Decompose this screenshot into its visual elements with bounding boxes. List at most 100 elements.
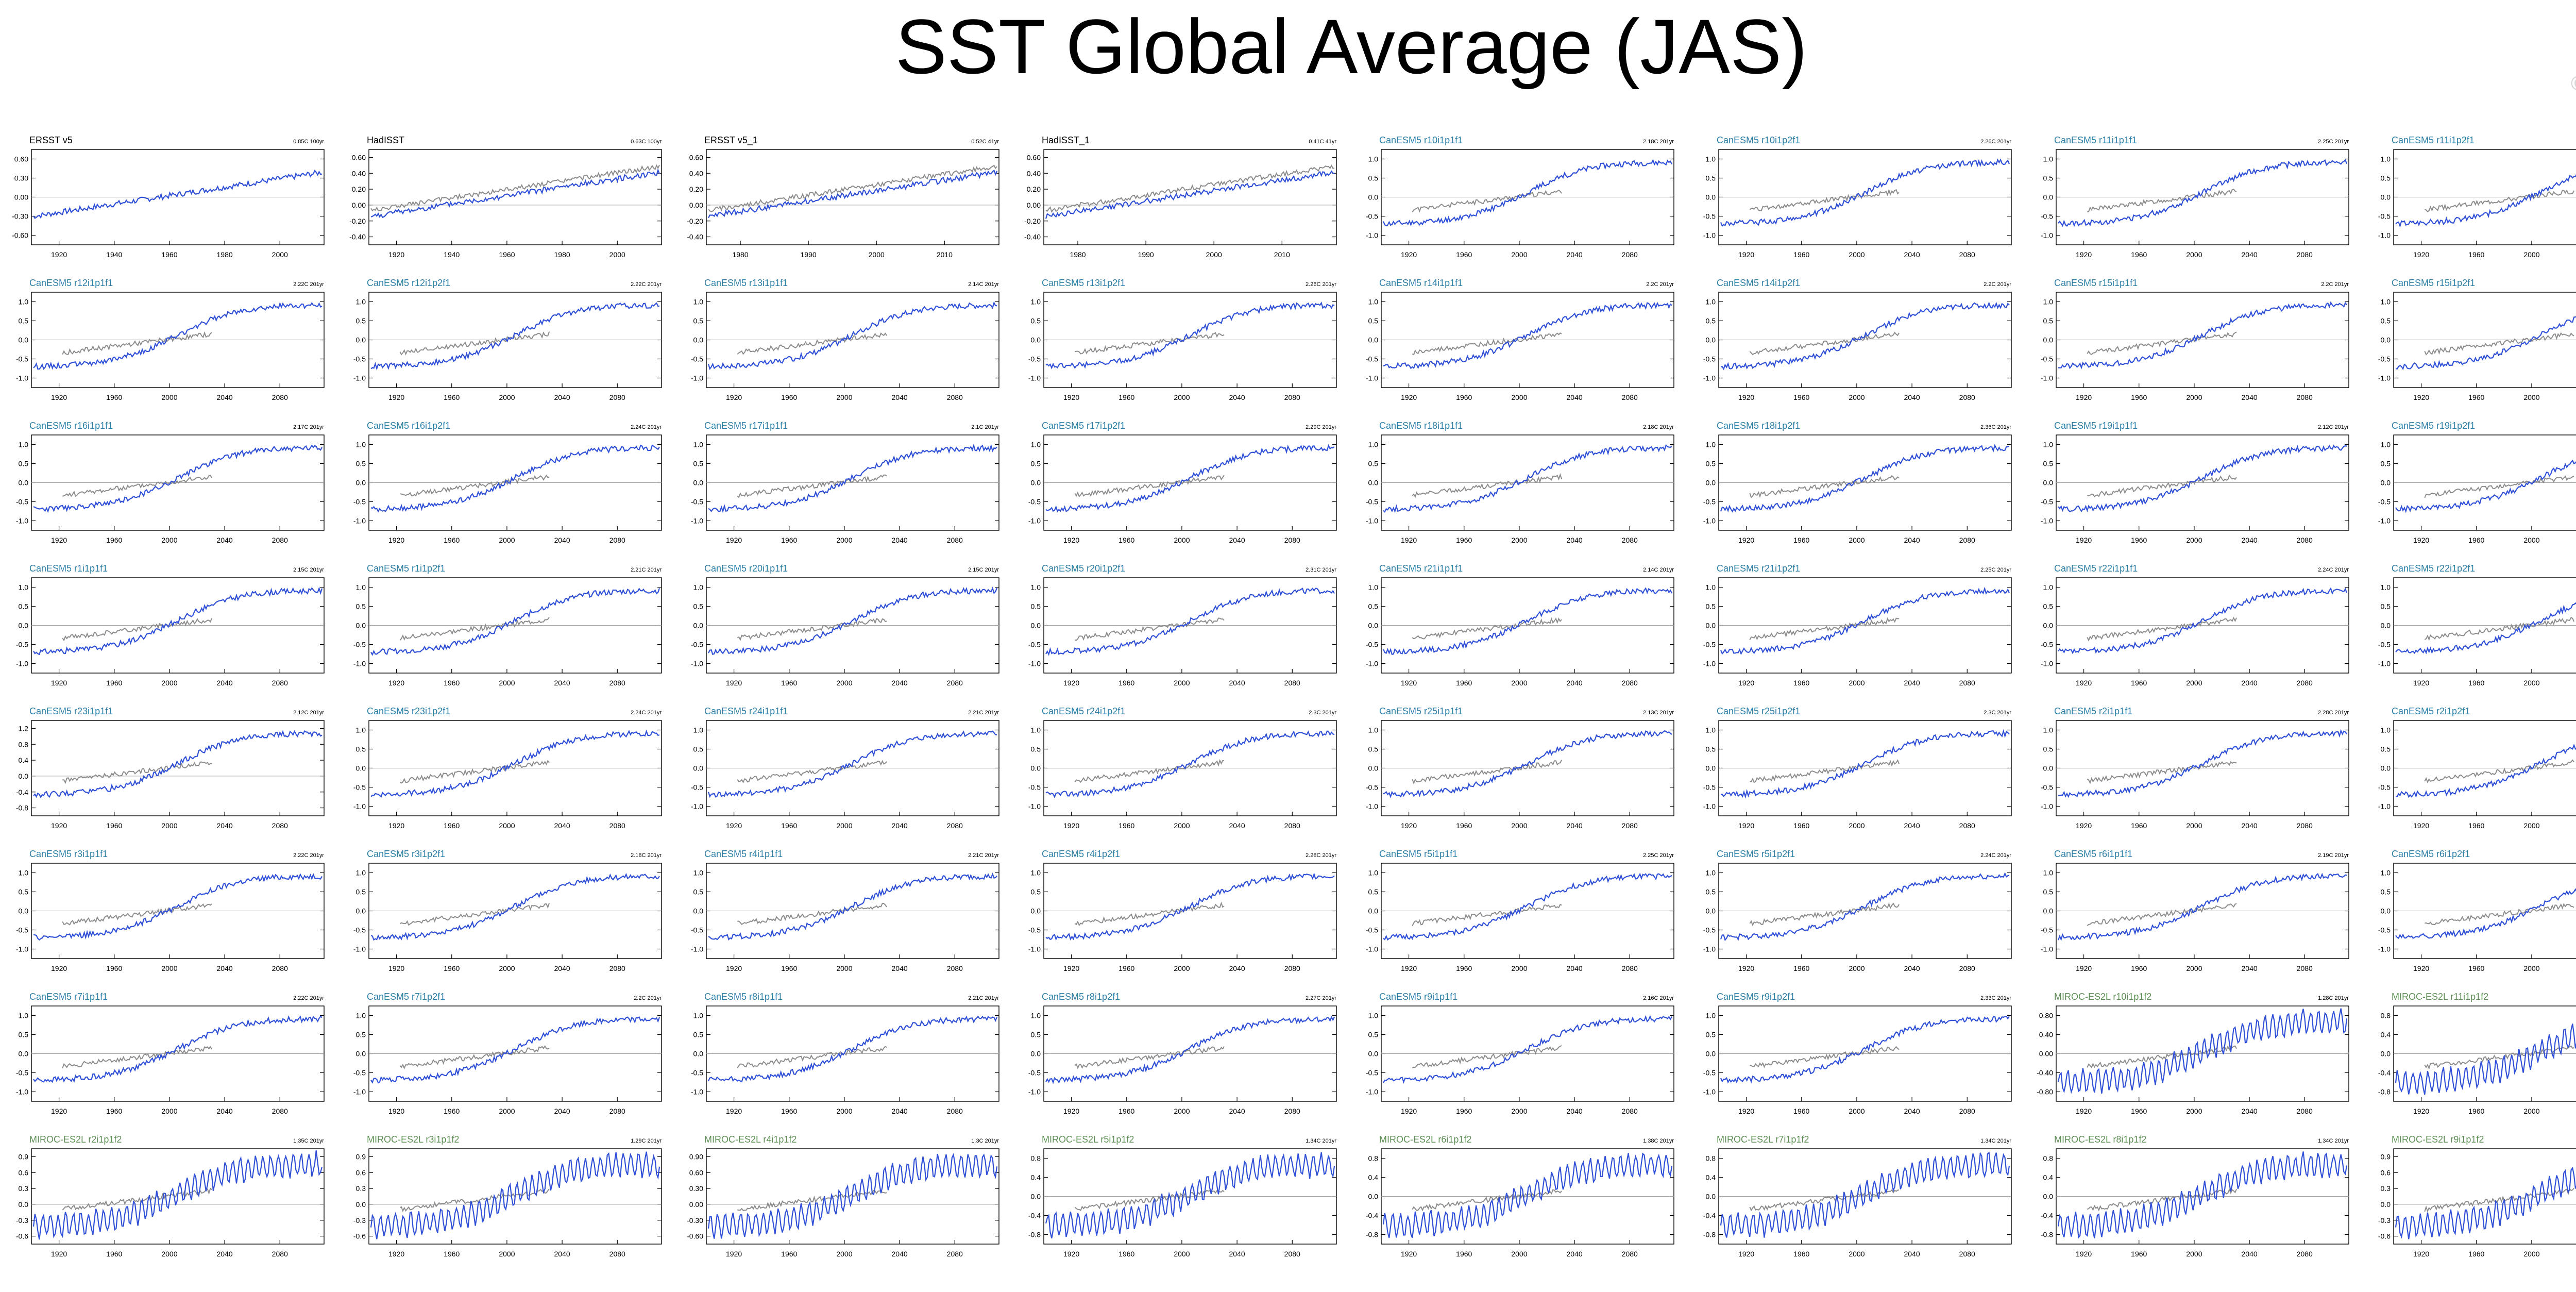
obs-series-line (1412, 903, 1562, 927)
obs-series-line (1749, 188, 1900, 211)
x-tick-label: 1960 (2131, 1250, 2147, 1258)
x-tick-label: 1940 (106, 250, 122, 259)
y-tick-label: -0.5 (1366, 926, 1378, 934)
x-tick-label: 2040 (892, 964, 908, 972)
panel: MIROC-ES2L r2i1p1f2 1.35C 201yr 0.9 0.6 0.3 0… (16, 1134, 325, 1258)
model-series-line (2058, 159, 2348, 227)
y-tick-label: 1.0 (356, 583, 366, 592)
trend-label: 1.38C 201yr (1643, 1138, 1674, 1144)
y-tick-label: 0.0 (1706, 479, 1716, 487)
plot-frame (368, 1148, 662, 1245)
y-tick-label: 0.0 (1368, 764, 1379, 773)
x-tick-label: 1920 (2076, 1107, 2092, 1115)
x-tick-label: 2040 (892, 1250, 908, 1258)
y-tick-label: -0.30 (12, 212, 28, 221)
x-tick-label: 2040 (1904, 250, 1920, 259)
model-series-line (370, 729, 660, 798)
y-tick-label: 0.5 (356, 888, 366, 896)
x-tick-label: 2000 (1849, 250, 1865, 259)
y-tick-label: -0.5 (16, 1069, 28, 1077)
trend-label: 2.19C 201yr (2318, 852, 2349, 859)
y-tick-label: -0.5 (1366, 783, 1378, 792)
y-tick-label: 0.5 (1031, 888, 1041, 896)
y-tick-label: -0.5 (2378, 498, 2391, 506)
y-tick-label: 0.60 (14, 155, 28, 163)
x-tick-label: 2080 (1959, 821, 1975, 830)
panel-label: MIROC-ES2L r7i1p1f2 (1717, 1134, 1809, 1145)
panel: CanESM5 r9i1p2f1 2.33C 201yr 1.0 0.5 0.0 -0.5… (1703, 992, 2012, 1115)
x-tick-label: 2040 (2242, 964, 2258, 972)
x-tick-label: 2000 (2186, 536, 2202, 544)
panel: MIROC-ES2L r7i1p1f2 1.34C 201yr 0.8 0.4 0.0 -… (1703, 1134, 2012, 1258)
trend-label: 2.26C 201yr (1980, 139, 2011, 145)
x-tick-label: 1920 (1738, 536, 1754, 544)
x-tick-label: 2080 (1622, 964, 1638, 972)
x-tick-label: 1920 (2076, 1250, 2092, 1258)
y-tick-label: -0.5 (1028, 355, 1041, 363)
panel: CanESM5 r19i1p2f12.25C 201yr1.00.50.0-0.… (2378, 421, 2576, 544)
x-tick-label: 1960 (2468, 536, 2484, 544)
y-tick-label: 1.0 (693, 1012, 704, 1020)
trend-label: 2.22C 201yr (631, 281, 662, 288)
y-tick-label: 0.5 (356, 1031, 366, 1039)
y-tick-label: 1.0 (19, 298, 29, 306)
y-tick-label: 1.0 (356, 441, 366, 449)
y-tick-label: 0.0 (356, 1050, 366, 1058)
y-tick-label: 1.0 (1031, 298, 1041, 306)
x-tick-label: 2080 (1622, 393, 1638, 401)
obs-series-line (1412, 1045, 1562, 1068)
x-tick-label: 2000 (1849, 821, 1865, 830)
x-tick-label: 2000 (1511, 821, 1527, 830)
y-tick-label: -0.8 (1366, 1231, 1378, 1239)
x-tick-label: 2000 (161, 964, 177, 972)
obs-series-line (62, 903, 212, 926)
model-series-line (1045, 301, 1335, 370)
x-tick-label: 1960 (2468, 964, 2484, 972)
y-tick-label: 0.00 (352, 201, 366, 209)
trend-label: 2.22C 201yr (293, 281, 324, 288)
x-tick-label: 1960 (106, 821, 122, 830)
model-series-line (2057, 872, 2347, 941)
y-tick-label: 0.0 (693, 1050, 704, 1058)
y-tick-label: 0.30 (14, 174, 28, 182)
x-tick-label: 2080 (609, 821, 625, 830)
model-series-line (1382, 1152, 1673, 1238)
x-tick-label: 2000 (1174, 1107, 1190, 1115)
panel-label: CanESM5 r16i1p1f1 (29, 421, 113, 431)
trend-label: 2.16C 201yr (1643, 995, 1674, 1001)
panel: CanESM5 r25i1p1f1 2.13C 201yr 1.0 0.5 0.0 -0.… (1366, 706, 1674, 830)
trend-label: 2.3C 201yr (1309, 710, 1336, 716)
y-tick-label: -1.0 (16, 945, 28, 953)
y-tick-label: -0.20 (687, 217, 703, 225)
y-tick-label: 0.0 (356, 622, 366, 630)
x-tick-label: 2010 (1274, 250, 1290, 259)
y-tick-label: 0.5 (1706, 888, 1716, 896)
y-tick-label: 0.5 (1368, 888, 1379, 896)
x-tick-label: 2080 (609, 393, 625, 401)
panel-label: CanESM5 r12i1p1f1 (29, 278, 113, 288)
y-tick-label: 0.0 (1031, 1050, 1041, 1058)
x-tick-label: 2080 (272, 536, 288, 544)
y-tick-label: 0.0 (1706, 193, 1716, 202)
model-series-line (1045, 444, 1335, 513)
y-tick-label: -0.40 (2037, 1069, 2053, 1077)
x-tick-label: 2000 (1206, 250, 1222, 259)
y-tick-label: 1.0 (1706, 726, 1716, 734)
panel-label: CanESM5 r18i1p2f1 (1717, 421, 1800, 431)
model-series-line (2057, 1008, 2348, 1094)
x-tick-label: 1920 (726, 821, 742, 830)
y-tick-label: -1.0 (1366, 660, 1378, 668)
panel-label: CanESM5 r17i1p2f1 (1042, 421, 1125, 431)
panel-label: CanESM5 r21i1p2f1 (1717, 563, 1800, 574)
trend-label: 2.25C 201yr (2318, 139, 2349, 145)
x-tick-label: 2080 (1284, 393, 1300, 401)
y-tick-label: -0.5 (1366, 641, 1378, 649)
trend-label: 2.29C 201yr (1306, 424, 1336, 430)
x-tick-label: 2000 (499, 1250, 515, 1258)
panel-label: CanESM5 r22i1p2f1 (2392, 563, 2475, 574)
model-series-line (33, 730, 323, 799)
x-tick-label: 1960 (2468, 821, 2484, 830)
x-tick-label: 2040 (1229, 1250, 1245, 1258)
x-tick-label: 2000 (836, 393, 852, 401)
x-tick-label: 1960 (1793, 536, 1809, 544)
